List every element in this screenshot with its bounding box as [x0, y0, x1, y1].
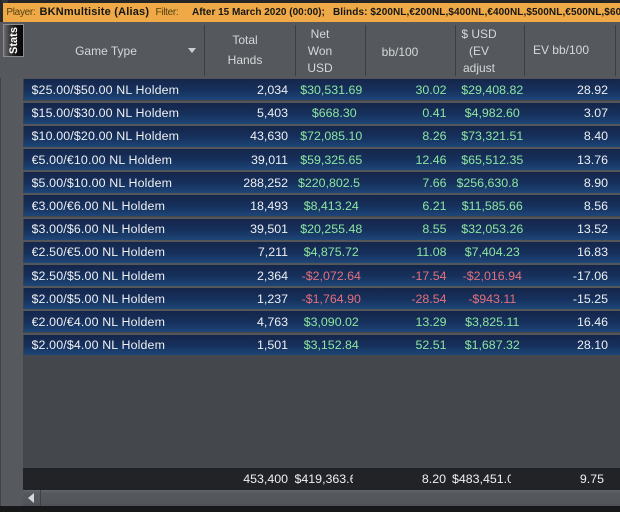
- svg-text:Stats: Stats: [8, 27, 20, 54]
